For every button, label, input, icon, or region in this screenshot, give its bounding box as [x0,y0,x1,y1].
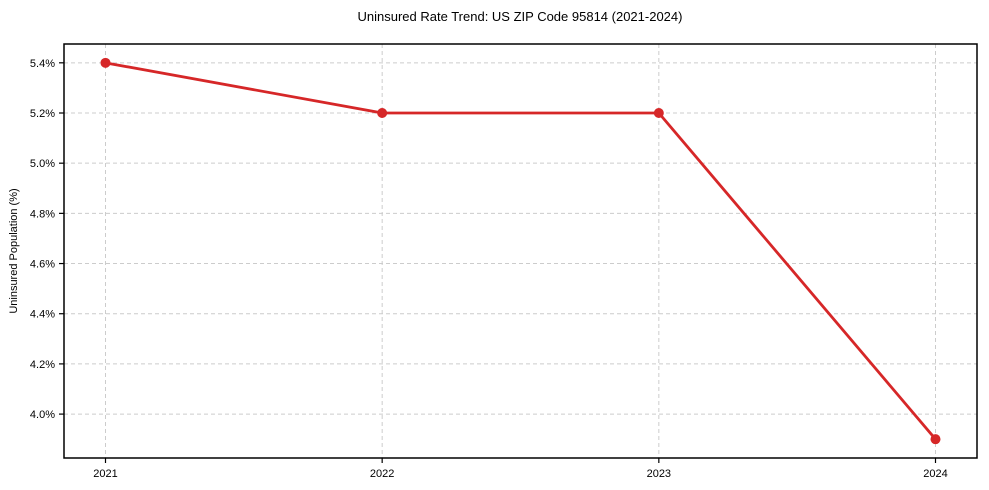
y-tick-label: 5.4% [30,58,55,70]
y-tick-label: 4.2% [30,359,55,371]
plot-frame [63,43,978,459]
y-tick-label: 5.2% [30,108,55,120]
data-point-marker [653,108,664,118]
y-tick-label: 5.0% [30,158,55,170]
chart-title: Uninsured Rate Trend: US ZIP Code 95814 … [357,9,683,24]
data-point-marker [930,434,941,445]
x-tick-label: 2024 [923,468,947,480]
x-tick-label: 2022 [370,468,394,480]
y-tick-label: 4.0% [30,409,55,421]
y-tick-label: 4.4% [30,309,55,321]
x-tick-label: 2021 [93,468,117,480]
data-point-marker [377,108,388,118]
y-tick-label: 4.6% [30,259,55,271]
x-tick-label: 2023 [647,468,671,480]
data-point-marker [100,57,111,68]
trend-line [104,61,937,441]
y-tick-label: 4.8% [30,208,55,220]
